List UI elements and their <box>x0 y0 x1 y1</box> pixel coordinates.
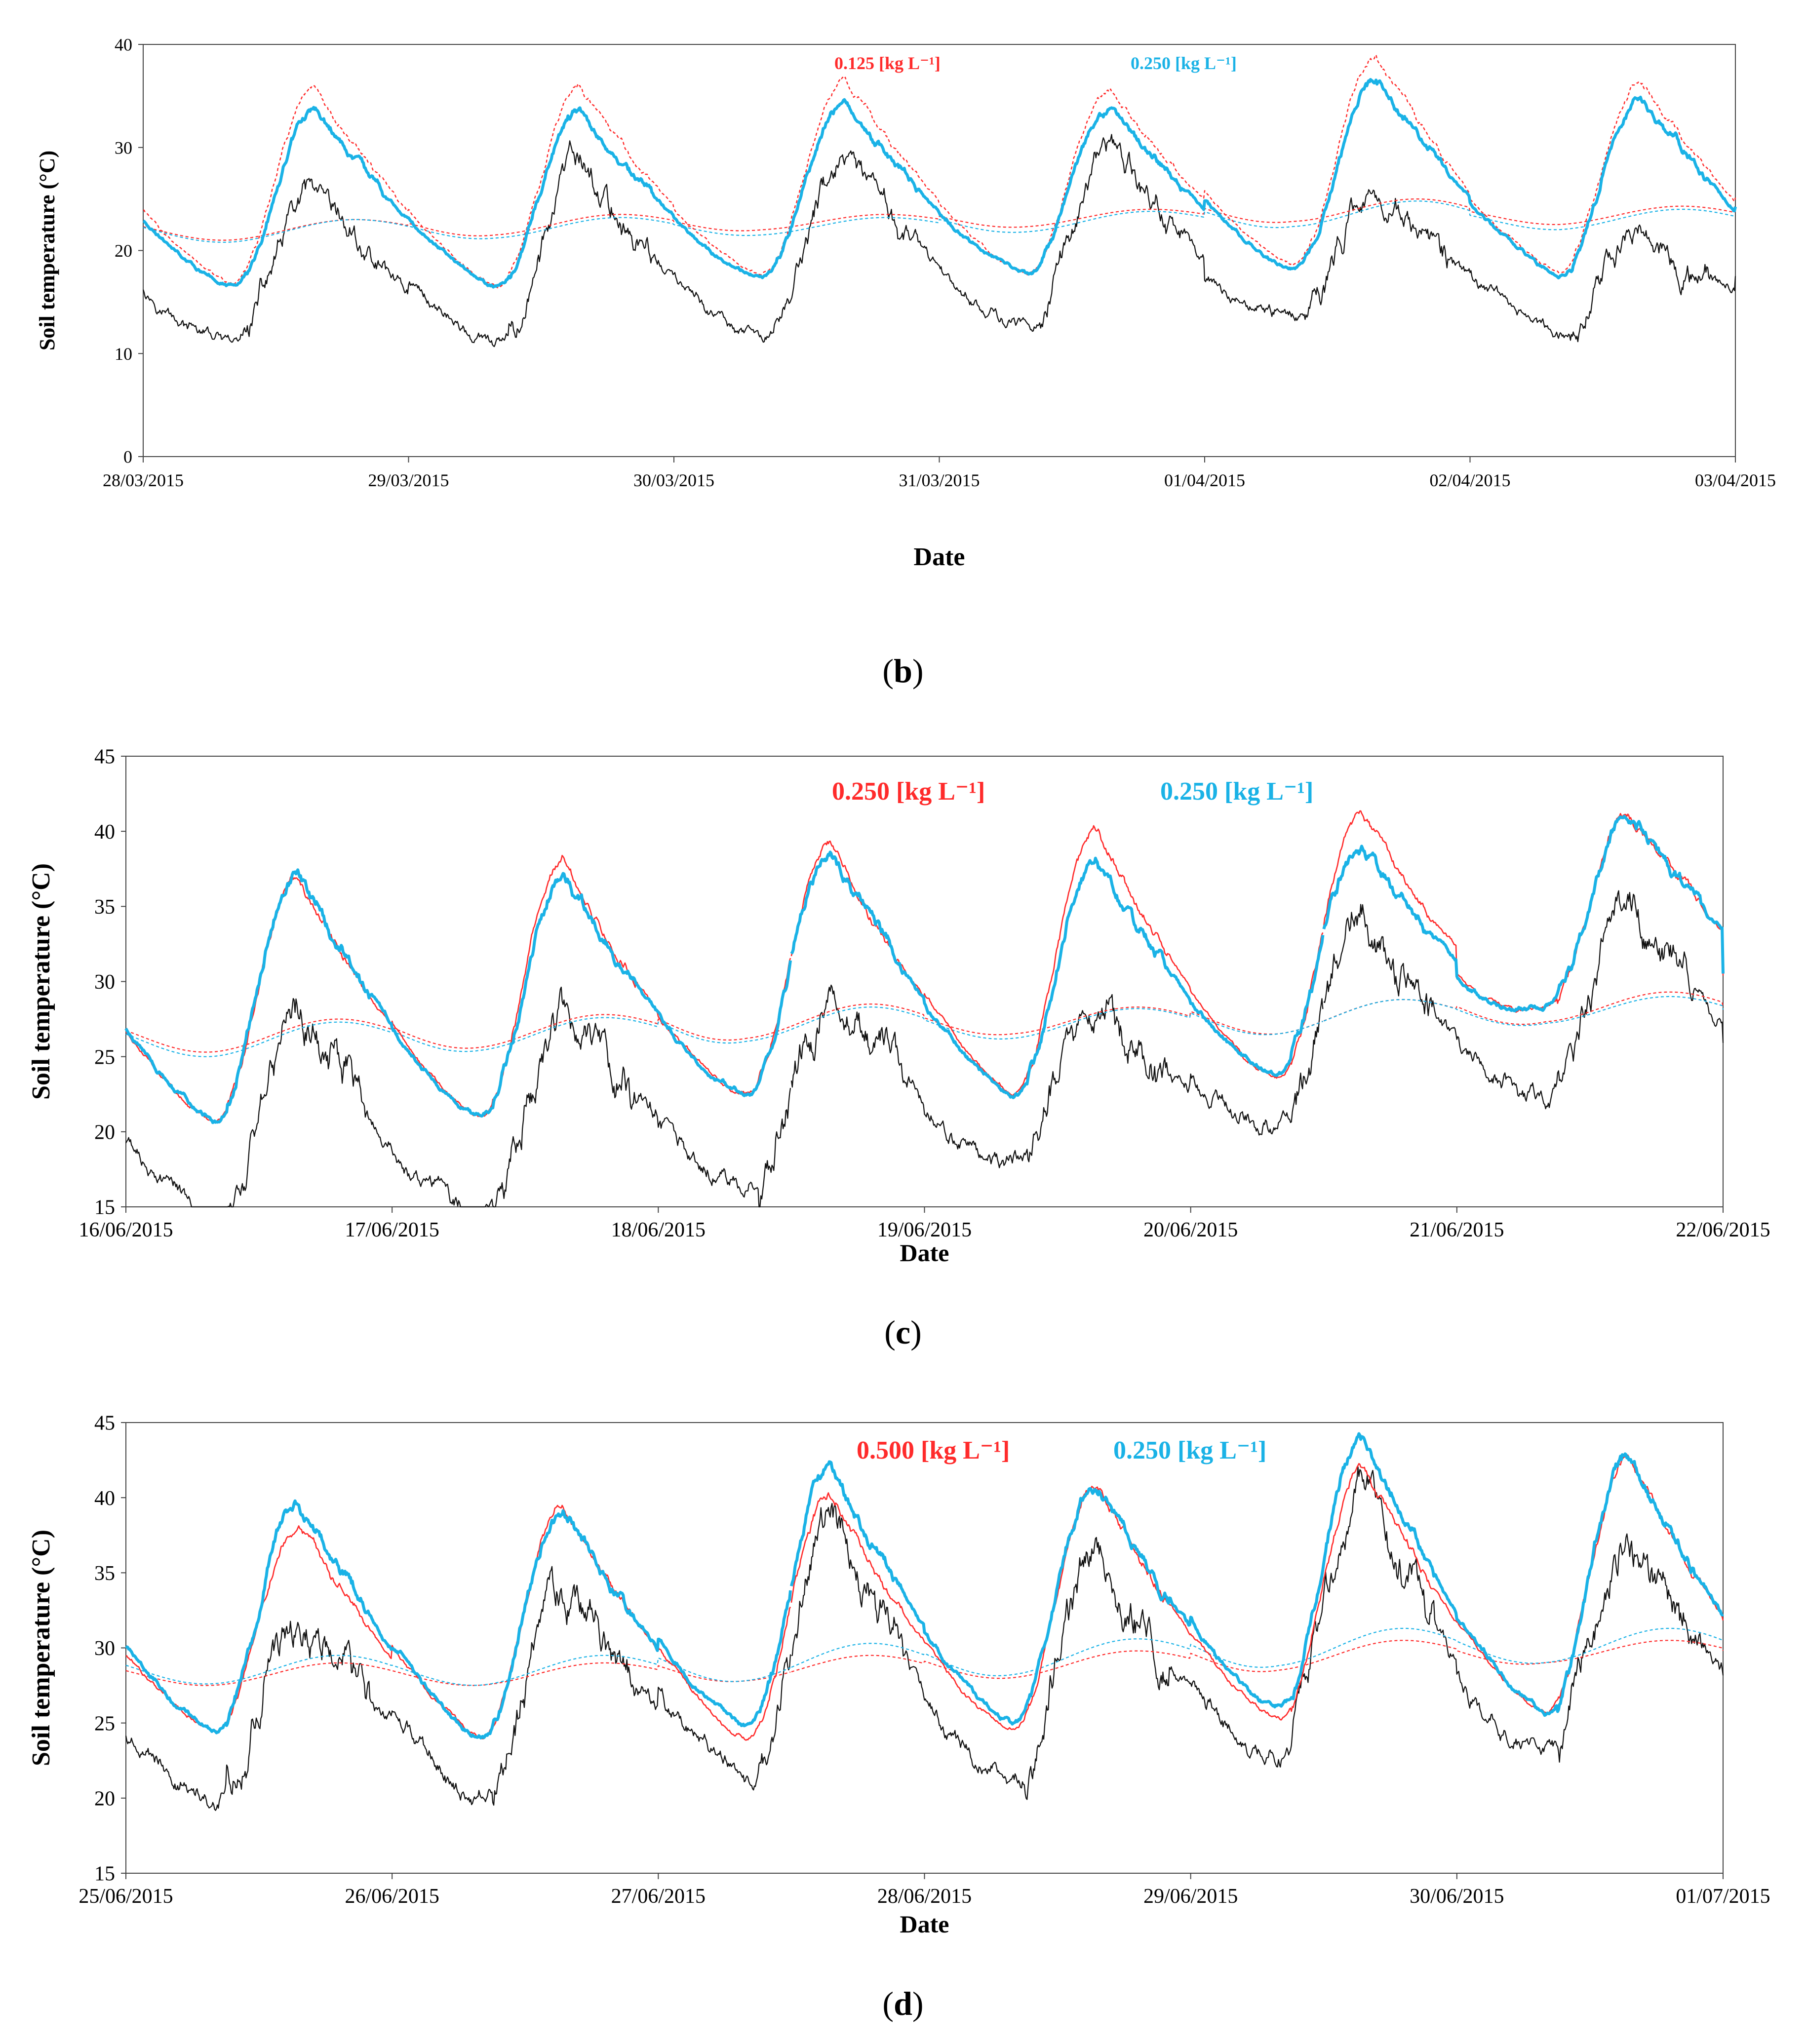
series-red-solid <box>125 1504 791 1741</box>
y-tick-label: 35 <box>94 1562 115 1585</box>
x-tick-label: 28/03/2015 <box>103 470 184 490</box>
y-tick-label: 25 <box>94 1046 115 1069</box>
y-tick-label: 20 <box>115 241 132 261</box>
series-red-dotted <box>143 198 1736 241</box>
y-tick-label: 0 <box>123 447 132 467</box>
x-tick-label: 22/06/2015 <box>1676 1219 1770 1241</box>
x-tick-label: 01/04/2015 <box>1164 470 1245 490</box>
y-tick-label: 45 <box>94 1412 115 1435</box>
y-axis-label: Soil temperature (°C) <box>35 151 59 350</box>
series-annotation: 0.250 [kg L⁻¹] <box>1113 1436 1266 1465</box>
series-blue-dotted <box>1323 996 1724 1026</box>
series-blue-dotted <box>143 200 1736 243</box>
series-blue-dotted <box>125 1017 791 1057</box>
y-axis-label: Soil temperature (°C) <box>27 1530 55 1766</box>
series-annotation: 0.250 [kg L⁻¹] <box>1160 777 1313 806</box>
chart-c: 15 20 25 30 35 40 45 16/06/2015 17/06/2015 18/06/… <box>27 746 1770 1267</box>
y-tick-label: 45 <box>94 746 115 769</box>
x-tick-label: 30/06/2015 <box>1410 1885 1504 1908</box>
series-red-dotted <box>1323 991 1724 1025</box>
x-tick-label: 26/06/2015 <box>345 1885 439 1908</box>
series-black-ambient <box>1323 890 1724 1110</box>
series-blue-solid-bold <box>1322 814 1725 1012</box>
series-black-ambient <box>790 984 1324 1168</box>
series-red-solid <box>790 1454 1724 1730</box>
panel-b: 0 10 20 30 40 28/03/2015 29/03/2015 30/03/2015 3… <box>0 0 1806 701</box>
series-blue-solid-bold <box>124 868 792 1124</box>
series-red-solid-bold <box>143 54 1736 289</box>
y-tick-label: 25 <box>94 1712 115 1735</box>
y-axis-label: Soil temperature (°C) <box>27 863 55 1100</box>
x-tick-label: 30/03/2015 <box>633 470 714 490</box>
x-tick-label: 29/03/2015 <box>368 470 449 490</box>
plot-area <box>143 44 1736 457</box>
y-tick-label: 15 <box>94 1196 115 1219</box>
series-blue-dotted <box>791 1006 1323 1040</box>
x-tick-label: 27/06/2015 <box>611 1885 706 1908</box>
y-tick-label: 20 <box>94 1788 115 1811</box>
series-black-ambient <box>791 1466 1724 1800</box>
x-tick-label: 28/06/2015 <box>877 1885 972 1908</box>
series-annotation: 0.250 [kg L⁻¹] <box>1131 53 1237 73</box>
series-black-ambient <box>125 1566 791 1811</box>
y-tick-label: 30 <box>94 1637 115 1660</box>
x-axis-label: Date <box>900 1910 949 1938</box>
series-red-dotted <box>125 1014 791 1053</box>
y-tick-label: 30 <box>115 138 132 157</box>
y-tick-label: 15 <box>94 1863 115 1886</box>
chart-b: 0 10 20 30 40 28/03/2015 29/03/2015 30/03/2015 3… <box>35 35 1776 571</box>
series-red-dotted <box>791 1640 1724 1679</box>
chart-d: 15 20 25 30 35 40 45 25/06/2015 26/06/2015 27/06/… <box>27 1412 1770 1938</box>
y-tick-label: 35 <box>94 896 115 919</box>
y-tick-label: 30 <box>94 971 115 994</box>
series-blue-solid-bold <box>790 850 1325 1099</box>
x-tick-label: 18/06/2015 <box>611 1219 706 1241</box>
y-tick-label: 20 <box>94 1121 115 1144</box>
x-tick-label: 31/03/2015 <box>899 470 980 490</box>
panel-c: 15 20 25 30 35 40 45 16/06/2015 17/06/2015 18/06/… <box>0 701 1806 1367</box>
y-tick-label: 10 <box>115 344 132 364</box>
x-axis-label: Date <box>914 543 965 571</box>
series-blue-solid-bold <box>789 1432 1724 1726</box>
series-annotation: 0.250 [kg L⁻¹] <box>832 777 985 806</box>
x-tick-label: 20/06/2015 <box>1143 1219 1238 1241</box>
series-annotation: 0.125 [kg L⁻¹] <box>834 53 941 73</box>
series-red-solid <box>1323 810 1724 1013</box>
x-tick-label: 03/04/2015 <box>1695 470 1776 490</box>
x-tick-label: 19/06/2015 <box>877 1219 972 1241</box>
series-red-solid <box>125 854 791 1122</box>
x-tick-label: 02/04/2015 <box>1429 470 1510 490</box>
series-annotation: 0.500 [kg L⁻¹] <box>857 1436 1010 1465</box>
x-tick-label: 16/06/2015 <box>79 1219 173 1241</box>
series-blue-solid-bold <box>125 1499 792 1739</box>
x-tick-label: 01/07/2015 <box>1676 1885 1770 1908</box>
x-tick-label: 25/06/2015 <box>79 1885 173 1908</box>
x-tick-label: 17/06/2015 <box>345 1219 439 1241</box>
y-tick-label: 40 <box>94 1487 115 1510</box>
series-black-ambient <box>142 134 1736 347</box>
x-tick-label: 29/06/2015 <box>1143 1885 1238 1908</box>
panel-caption-b: (b) <box>882 652 924 690</box>
y-tick-label: 40 <box>115 35 132 55</box>
x-axis-label: Date <box>900 1239 949 1267</box>
x-tick-label: 21/06/2015 <box>1410 1219 1504 1241</box>
y-tick-label: 40 <box>94 821 115 844</box>
panel-caption-c: (c) <box>884 1313 922 1351</box>
series-blue-solid-bold <box>142 78 1737 289</box>
series-red-dotted <box>125 1662 791 1686</box>
series-red-dotted <box>791 1003 1323 1036</box>
series-blue-dotted <box>125 1655 791 1686</box>
panel-d: 15 20 25 30 35 40 45 25/06/2015 26/06/2015 27/06/… <box>0 1367 1806 2044</box>
series-black-ambient <box>125 986 791 1208</box>
plot-area <box>125 756 1724 1207</box>
panel-caption-d: (d) <box>882 1985 924 2022</box>
